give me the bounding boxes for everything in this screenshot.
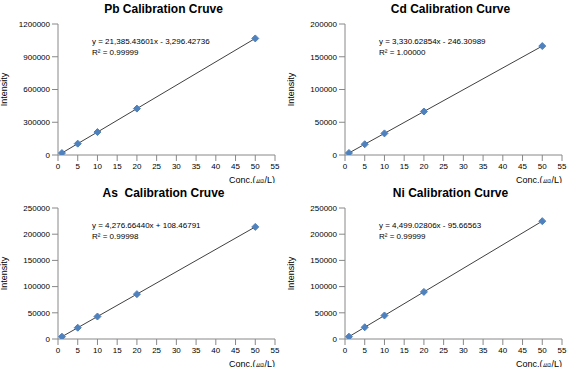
svg-text:40: 40 (498, 345, 507, 354)
svg-text:40: 40 (498, 162, 507, 171)
svg-text:0: 0 (46, 151, 51, 160)
svg-text:50000: 50000 (315, 308, 338, 317)
html-text:R² = 0.99999: R² = 0.99999 (92, 48, 139, 57)
svg-text:0: 0 (333, 334, 338, 343)
svg-text:35: 35 (479, 162, 488, 171)
svg-text:250000: 250000 (310, 203, 337, 212)
svg-text:30: 30 (459, 162, 468, 171)
svg-text:Conc.(㎍/L): Conc.(㎍/L) (229, 175, 275, 183)
svg-text:200000: 200000 (310, 230, 337, 239)
svg-text:0: 0 (343, 162, 348, 171)
svg-text:25: 25 (439, 345, 448, 354)
svg-text:35: 35 (192, 162, 201, 171)
svg-text:100000: 100000 (310, 85, 337, 94)
svg-text:40: 40 (211, 345, 220, 354)
svg-text:20: 20 (132, 345, 141, 354)
svg-text:200000: 200000 (23, 230, 50, 239)
svg-text:30: 30 (459, 345, 468, 354)
svg-text:20: 20 (419, 345, 428, 354)
svg-text:20: 20 (132, 162, 141, 171)
svg-text:45: 45 (518, 162, 527, 171)
svg-text:15: 15 (400, 162, 409, 171)
svg-text:600000: 600000 (23, 85, 50, 94)
svg-text:Conc.(㎍/L): Conc.(㎍/L) (516, 359, 562, 367)
svg-text:5: 5 (76, 162, 81, 171)
svg-text:45: 45 (231, 345, 240, 354)
svg-text:40: 40 (211, 162, 220, 171)
svg-text:50: 50 (538, 162, 547, 171)
svg-text:45: 45 (518, 345, 527, 354)
html-text:y = 4,276.66440x + 108.46791: y = 4,276.66440x + 108.46791 (92, 220, 201, 230)
svg-text:150000: 150000 (23, 256, 50, 265)
svg-text:150000: 150000 (310, 53, 337, 62)
svg-text:50: 50 (251, 162, 260, 171)
html-text:Ni Calibration Curve: Ni Calibration Curve (392, 185, 509, 200)
svg-text:50: 50 (538, 345, 547, 354)
svg-text:55: 55 (558, 345, 566, 354)
svg-text:Intensity: Intensity (8, 256, 9, 290)
html-text:R² = 1.00000: R² = 1.00000 (379, 48, 426, 57)
svg-text:Conc.(㎍/L): Conc.(㎍/L) (229, 359, 275, 367)
svg-text:10: 10 (380, 162, 389, 171)
svg-text:1200000: 1200000 (19, 20, 51, 29)
html-text:R² = 0.99999: R² = 0.99999 (379, 231, 426, 241)
svg-text:30: 30 (172, 345, 181, 354)
html-text:y = 21,385.43601x - 3,296.4273: y = 21,385.43601x - 3,296.42736 (92, 37, 210, 46)
html-text:y = 4,499.02806x - 95.66563: y = 4,499.02806x - 95.66563 (379, 220, 482, 230)
svg-text:100000: 100000 (310, 282, 337, 291)
svg-text:Conc.(㎍/L): Conc.(㎍/L) (516, 175, 562, 183)
svg-text:0: 0 (343, 345, 348, 354)
svg-text:55: 55 (271, 162, 280, 171)
svg-text:50000: 50000 (28, 308, 51, 317)
svg-text:Intensity: Intensity (8, 72, 9, 106)
svg-text:50000: 50000 (315, 118, 338, 127)
svg-text:15: 15 (113, 162, 122, 171)
svg-text:35: 35 (192, 345, 201, 354)
html-text:Pb Calibration Cruve: Pb Calibration Cruve (104, 2, 223, 16)
svg-text:10: 10 (93, 345, 102, 354)
svg-text:900000: 900000 (23, 53, 50, 62)
html-text:y = 3,330.62854x - 246.30989: y = 3,330.62854x - 246.30989 (379, 37, 486, 46)
svg-text:300000: 300000 (23, 118, 50, 127)
svg-text:250000: 250000 (23, 203, 50, 212)
svg-text:5: 5 (363, 162, 368, 171)
svg-text:10: 10 (93, 162, 102, 171)
svg-text:25: 25 (152, 162, 161, 171)
svg-text:45: 45 (231, 162, 240, 171)
svg-text:20: 20 (419, 162, 428, 171)
svg-text:0: 0 (46, 334, 51, 343)
svg-text:0: 0 (56, 162, 61, 171)
html-text:Cd Calibration Curve: Cd Calibration Curve (390, 2, 511, 16)
svg-text:50: 50 (251, 345, 260, 354)
svg-text:Intensity: Intensity (287, 256, 296, 290)
svg-text:100000: 100000 (23, 282, 50, 291)
svg-text:0: 0 (333, 151, 338, 160)
svg-text:15: 15 (400, 345, 409, 354)
svg-text:25: 25 (439, 162, 448, 171)
svg-text:5: 5 (76, 345, 81, 354)
svg-text:150000: 150000 (310, 256, 337, 265)
svg-text:0: 0 (56, 345, 61, 354)
svg-text:Intensity: Intensity (287, 72, 296, 106)
svg-text:25: 25 (152, 345, 161, 354)
svg-text:55: 55 (558, 162, 566, 171)
svg-text:10: 10 (380, 345, 389, 354)
svg-text:15: 15 (113, 345, 122, 354)
html-text:R² = 0.99998: R² = 0.99998 (92, 231, 139, 241)
svg-text:30: 30 (172, 162, 181, 171)
html-text:As Calibration Cruve: As Calibration Cruve (102, 185, 225, 200)
svg-text:5: 5 (363, 345, 368, 354)
svg-text:200000: 200000 (310, 20, 337, 29)
svg-text:55: 55 (271, 345, 280, 354)
svg-text:35: 35 (479, 345, 488, 354)
